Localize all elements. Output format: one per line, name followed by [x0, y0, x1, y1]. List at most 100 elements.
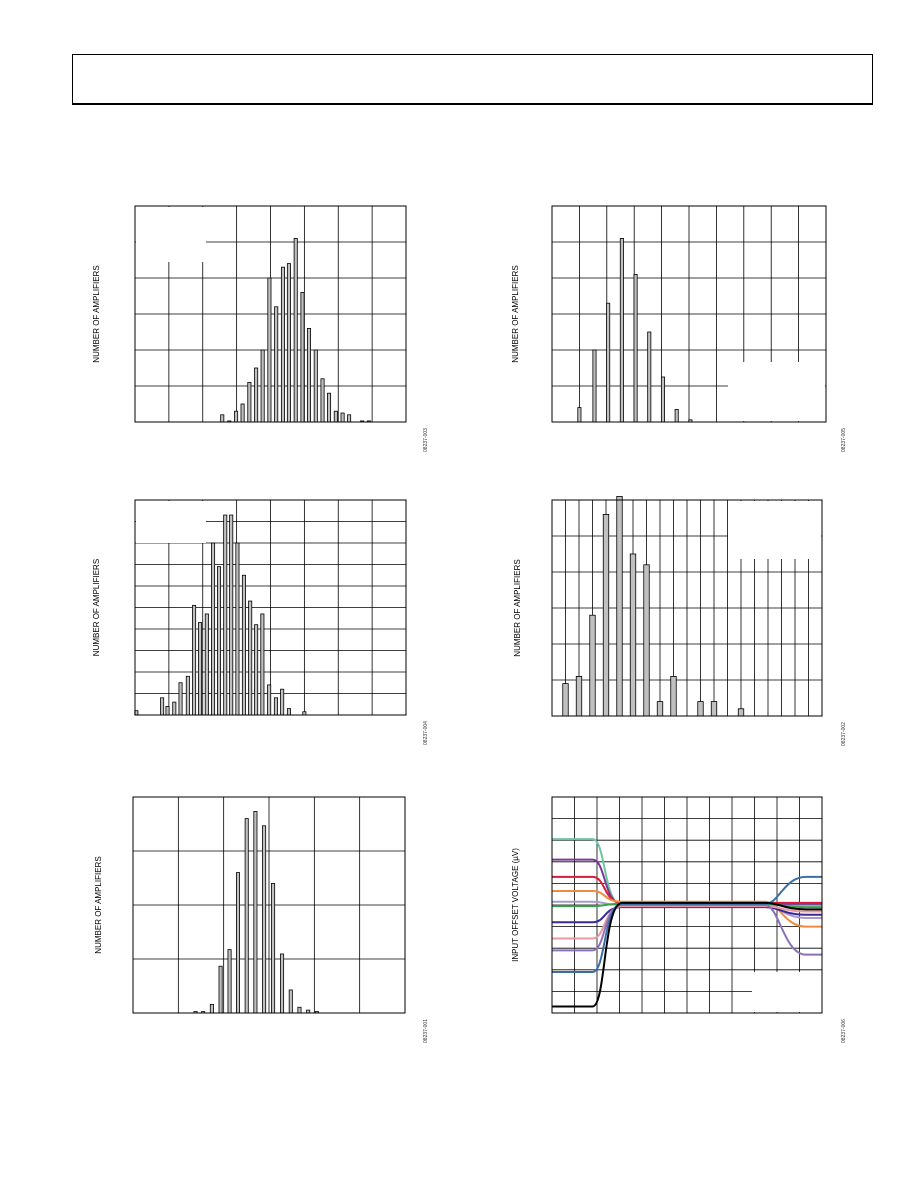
offset-voltage-trace	[552, 889, 822, 928]
histogram-bar	[660, 376, 665, 423]
figure-code: 08237-004	[423, 721, 429, 745]
y-axis-label: NUMBER OF AMPLIFIERS	[511, 265, 520, 362]
offset-voltage-trace	[552, 904, 822, 956]
histogram-bar	[656, 701, 664, 717]
plot-frame	[132, 796, 406, 1014]
plot-frame	[551, 205, 827, 423]
histogram-bar	[280, 953, 285, 1014]
histogram-bar	[241, 574, 246, 716]
figure-code: 08237-001	[423, 1019, 429, 1043]
y-axis-label: INPUT OFFSET VOLTAGE (µV)	[511, 848, 520, 962]
histogram-bar	[575, 676, 583, 717]
histogram-bar	[280, 688, 285, 716]
legend-box	[136, 207, 206, 262]
histogram-bar	[178, 682, 183, 716]
histogram-bar	[260, 613, 265, 716]
histogram-bar	[562, 683, 569, 717]
plot-frame	[134, 499, 407, 716]
figure-code: 08237-006	[841, 1019, 847, 1043]
histogram-bar	[223, 514, 228, 716]
histogram-bar	[209, 1003, 214, 1014]
histogram-bar	[235, 542, 240, 716]
offset-voltage-trace	[552, 901, 822, 1008]
histogram-bar	[234, 410, 239, 423]
histogram-bar	[647, 331, 652, 423]
y-axis-label: NUMBER OF AMPLIFIERS	[513, 559, 522, 656]
histogram-bar	[280, 266, 285, 423]
histogram-bar	[286, 708, 291, 716]
histogram-bar	[248, 600, 253, 716]
histogram-bar	[160, 697, 165, 716]
histogram-bar	[710, 701, 718, 717]
histogram-bar	[619, 237, 624, 423]
offset-voltage-trace	[552, 906, 822, 924]
histogram-bar	[254, 624, 259, 716]
histogram-bar	[220, 414, 225, 423]
chart-3: NUMBER OF AMPLIFIERS 08237-004	[92, 499, 429, 745]
histogram-bar	[340, 412, 345, 423]
histogram-bar	[218, 965, 223, 1014]
histogram-bar	[674, 408, 679, 423]
y-axis-label: NUMBER OF AMPLIFIERS	[94, 856, 103, 953]
page-header-box	[72, 54, 873, 105]
plot-frame	[551, 796, 823, 1014]
histogram-bar	[247, 381, 252, 423]
offset-voltage-trace	[552, 905, 822, 940]
histogram-bar	[273, 697, 278, 716]
legend-box	[728, 362, 825, 421]
histogram-bar	[297, 1006, 302, 1014]
y-axis-label: NUMBER OF AMPLIFIERS	[92, 559, 101, 656]
chart-5: NUMBER OF AMPLIFIERS 08237-001	[94, 796, 429, 1043]
histogram-bar	[227, 949, 232, 1014]
plot-frame	[134, 205, 407, 423]
histogram-bar	[737, 708, 745, 717]
histogram-bar	[198, 622, 203, 716]
histogram-bar	[616, 495, 623, 717]
histogram-bar	[670, 676, 677, 717]
histogram-bar	[306, 327, 311, 423]
histogram-bar	[229, 514, 234, 716]
histogram-bar	[267, 277, 272, 423]
histogram-bar	[643, 564, 650, 717]
histogram-bar	[629, 553, 637, 717]
histogram-bar	[606, 302, 611, 423]
histogram-bar	[204, 613, 209, 716]
histogram-bar	[633, 273, 638, 423]
histogram-bar	[240, 403, 245, 423]
chart-6: INPUT OFFSET VOLTAGE (µV) 08237-006	[511, 796, 847, 1043]
offset-voltage-trace	[552, 875, 822, 973]
histogram-bar	[253, 811, 258, 1014]
histogram-bar	[320, 378, 325, 423]
plot-frame	[551, 499, 823, 717]
histogram-bar	[211, 542, 216, 716]
histogram-bar	[262, 825, 267, 1014]
histogram-bar	[172, 701, 177, 716]
histogram-bar	[333, 410, 338, 423]
legend-box-front	[752, 972, 822, 1012]
figure-code: 08237-003	[423, 428, 429, 452]
histogram-bar	[327, 392, 332, 423]
histogram-bar	[347, 414, 352, 423]
histogram-bar	[260, 349, 265, 423]
y-axis-label: NUMBER OF AMPLIFIERS	[92, 265, 101, 362]
histogram-bar	[589, 614, 596, 717]
legend-box	[728, 501, 821, 559]
histogram-bar	[165, 706, 170, 716]
histogram-bar	[244, 818, 249, 1014]
histogram-bar	[602, 514, 610, 717]
histogram-bar	[300, 291, 305, 423]
figure-code: 08237-002	[841, 722, 847, 746]
histogram-bar	[271, 883, 276, 1014]
histogram-bar	[254, 367, 259, 423]
histogram-bar	[274, 306, 279, 423]
histogram-bar	[293, 237, 298, 423]
histogram-bar	[286, 263, 291, 423]
histogram-bar	[235, 872, 240, 1014]
figure-code: 08237-005	[841, 428, 847, 452]
histogram-bar	[313, 349, 318, 423]
legend-box	[136, 501, 206, 543]
histogram-bar	[697, 701, 704, 717]
histogram-bar	[577, 407, 582, 423]
histogram-bar	[185, 675, 190, 716]
